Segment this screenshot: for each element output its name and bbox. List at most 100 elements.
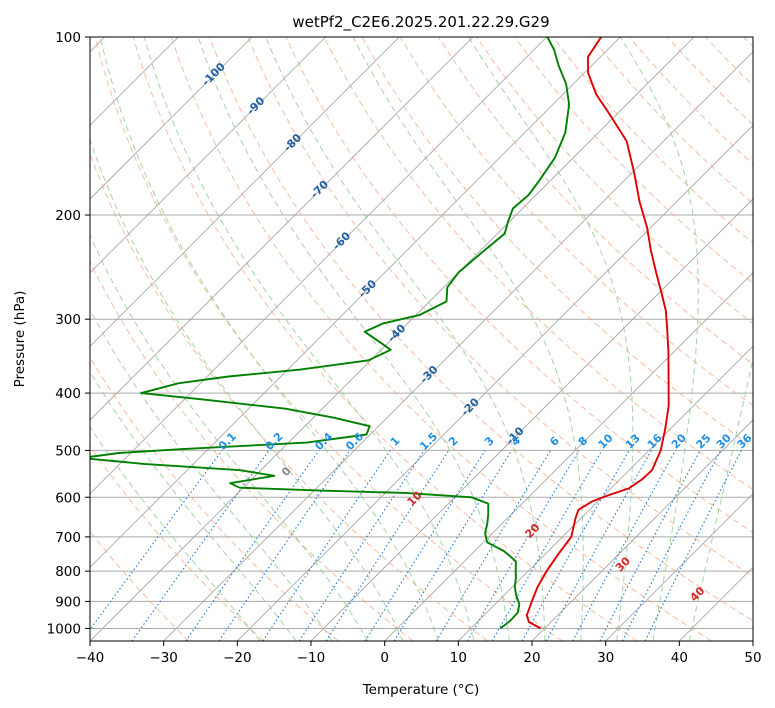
moist-adiabat-line	[99, 37, 439, 641]
dry-adiabat-line	[209, 37, 753, 622]
isotherm-line	[90, 37, 400, 347]
isotherm-label: -80	[281, 131, 304, 154]
mixing-ratio-label: 13	[623, 431, 643, 451]
y-tick-label: 900	[55, 594, 81, 610]
y-tick-label: 300	[55, 312, 81, 328]
dry-adiabat-line	[94, 37, 563, 641]
chart-title: wetPf2_C2E6.2025.201.22.29.G29	[292, 13, 549, 32]
mixing-ratio-line	[621, 450, 722, 641]
moist-adiabat-line	[143, 37, 475, 641]
mixing-ratio-line	[131, 450, 270, 641]
y-axis-label: Pressure (hPa)	[12, 291, 28, 388]
x-tick-label: −30	[149, 650, 178, 666]
moist-adiabat-label: 0	[279, 464, 294, 479]
axis-ticks: −40 −30 −20 −10 0 10 20 30 40 5010009008007006005…	[47, 30, 762, 666]
dry-adiabat-line	[90, 445, 264, 641]
mixing-ratio-label: 25	[694, 431, 714, 451]
mixing-ratio-line	[545, 450, 652, 641]
isotherm-line	[531, 419, 753, 641]
x-tick-label: 20	[523, 650, 540, 666]
dry-adiabat-line	[132, 37, 638, 641]
dry-adiabat-line	[90, 260, 414, 641]
mixing-ratio-label: 10	[596, 431, 616, 451]
isotherm-line	[90, 37, 474, 421]
isotherm-line	[679, 566, 753, 641]
y-tick-label: 700	[55, 530, 81, 546]
dry-adiabat-line	[90, 356, 339, 641]
moist-adiabat-line	[90, 371, 297, 641]
y-tick-label: 1000	[47, 621, 81, 637]
isotherm-line	[384, 272, 753, 641]
isotherm-label: -70	[308, 178, 331, 201]
y-tick-label: 500	[55, 443, 81, 459]
dry-adiabat-line	[247, 37, 753, 577]
mixing-ratio-label: 1	[388, 434, 403, 449]
mixing-ratio-line	[521, 450, 630, 641]
isotherm-label: -90	[244, 94, 267, 117]
y-tick-label: 800	[55, 564, 81, 580]
moist-adiabat-line	[90, 234, 369, 641]
isotherm-line	[310, 198, 753, 641]
x-tick-label: 50	[744, 650, 761, 666]
mixing-ratio-label: 0.4	[312, 430, 335, 453]
moist-adiabat-line	[197, 37, 510, 641]
dry-adiabat-line	[90, 530, 190, 641]
mixing-ratio-label: 36	[735, 431, 755, 451]
y-tick-label: 200	[55, 208, 81, 224]
moist-adiabat-line	[90, 138, 404, 641]
x-tick-label: 40	[671, 650, 688, 666]
temperature-profile	[525, 37, 670, 630]
moist-adiabat-line	[90, 308, 333, 641]
x-tick-label: −10	[297, 650, 326, 666]
moist-adiabat-line	[468, 37, 634, 641]
x-tick-label: 0	[380, 650, 389, 666]
moist-adiabat-line	[688, 355, 753, 641]
isotherm-line	[90, 37, 695, 641]
dry-adiabat-line	[437, 37, 753, 365]
x-tick-label: −20	[223, 650, 252, 666]
isotherm-label: -60	[330, 229, 353, 252]
y-tick-label: 100	[55, 30, 81, 46]
mixing-ratio-line	[393, 450, 513, 641]
isotherm-label: -50	[356, 277, 379, 300]
mixing-ratio-line	[599, 450, 701, 641]
mixing-ratio-label: 20	[669, 431, 689, 451]
mixing-ratio-line	[90, 450, 223, 631]
isotherm-line	[458, 345, 753, 641]
dry-adiabat-line	[705, 37, 753, 87]
mixing-ratio-line	[185, 450, 320, 641]
x-tick-label: 30	[597, 650, 614, 666]
mixing-ratio-label: 3	[482, 434, 497, 449]
isotherm-line	[90, 37, 326, 274]
isotherm-label: -100	[199, 60, 228, 89]
isotherm-line	[90, 37, 547, 495]
x-tick-label: 10	[450, 650, 467, 666]
dry-adiabat-line	[552, 37, 753, 244]
profile-lines	[90, 37, 670, 630]
mixing-ratio-label: 6	[547, 434, 562, 449]
mixing-ratio-line	[644, 450, 742, 641]
dry-adiabat-line	[476, 37, 753, 325]
dewpoint-profile	[90, 37, 571, 630]
dry-adiabat-line	[323, 37, 753, 491]
y-tick-label: 600	[55, 490, 81, 506]
isotherm-label: -20	[459, 395, 482, 418]
y-tick-label: 400	[55, 386, 81, 402]
isotherm-line	[605, 493, 753, 641]
mixing-ratio-label: 0.6	[343, 430, 366, 453]
moist-adiabat-line	[352, 37, 584, 641]
mixing-ratio-label: 0.2	[263, 430, 286, 453]
mixing-ratio-line	[364, 450, 486, 641]
mixing-ratio-line	[325, 450, 450, 641]
isotherm-line	[90, 37, 621, 568]
mixing-ratio-label: 0.1	[216, 430, 239, 453]
dry-adiabat-line	[743, 37, 753, 48]
isotherm-label: -30	[417, 363, 440, 386]
moist-adiabat-line	[619, 37, 699, 641]
mixing-ratio-label: 8	[576, 434, 591, 449]
mixing-ratio-label: 2	[446, 434, 461, 449]
moist-adiabat-label: 20	[523, 521, 543, 541]
dry-adiabat-line	[514, 37, 753, 284]
mixing-ratio-line	[218, 450, 351, 641]
